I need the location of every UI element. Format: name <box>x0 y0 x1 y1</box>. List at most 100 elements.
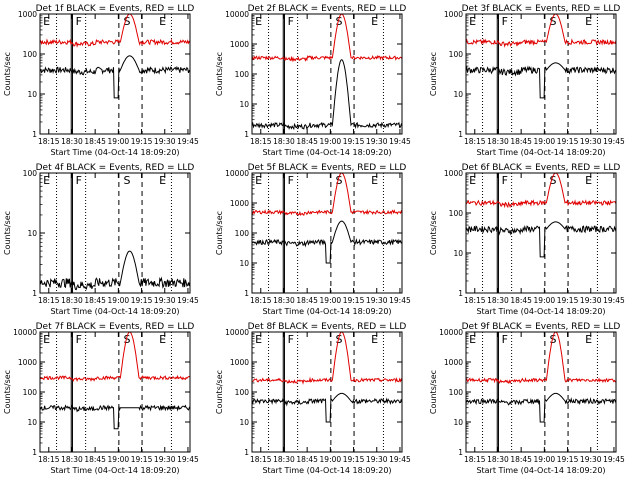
y-tick-label: 1 <box>32 130 37 139</box>
x-axis-label: Start Time (04-Oct-14 18:09:20) <box>476 148 605 157</box>
region-label: E <box>371 174 378 187</box>
x-tick-label: 19:45 <box>389 137 411 146</box>
y-tick-label: 10 <box>239 418 249 427</box>
y-tick-label: 10 <box>453 249 463 258</box>
x-tick-label: 18:45 <box>84 455 106 464</box>
x-tick-label: 19:15 <box>557 296 579 305</box>
region-label: S <box>124 15 131 28</box>
region-label: F <box>502 15 508 28</box>
y-tick-label: 10000 <box>225 10 249 19</box>
x-tick-label: 19:00 <box>108 137 130 146</box>
plot-frame <box>251 172 403 294</box>
region-label: F <box>288 15 294 28</box>
x-tick-label: 19:00 <box>108 455 130 464</box>
x-axis-label: Start Time (04-Oct-14 18:09:20) <box>262 466 391 475</box>
plot-frame <box>465 13 617 135</box>
events-series-line <box>465 62 617 99</box>
panel-title: Det 6f BLACK = Events, RED = LLD <box>462 163 621 173</box>
x-tick-label: 19:45 <box>603 296 625 305</box>
lld-series-line <box>251 13 403 63</box>
panel-title: Det 9f BLACK = Events, RED = LLD <box>462 322 621 332</box>
y-tick-label: 1 <box>32 448 37 457</box>
region-label: E <box>159 15 166 28</box>
region-label: S <box>550 333 557 346</box>
detector-panel: Det 1f BLACK = Events, RED = LLD Counts/s… <box>3 4 199 157</box>
events-series-line <box>251 392 403 423</box>
x-axis-label: Start Time (04-Oct-14 18:09:20) <box>262 148 391 157</box>
y-tick-label: 10000 <box>225 328 249 337</box>
y-tick-label: 10 <box>27 229 37 238</box>
y-tick-label: 100 <box>235 229 250 238</box>
x-tick-label: 19:15 <box>557 455 579 464</box>
y-tick-label: 1000 <box>230 199 249 208</box>
region-label: E <box>255 174 262 187</box>
x-axis-label: Start Time (04-Oct-14 18:09:20) <box>262 307 391 316</box>
lld-series-line <box>39 13 191 48</box>
y-tick-label: 1 <box>244 448 249 457</box>
y-axis-label: Counts/sec <box>429 370 438 414</box>
panel-title: Det 8f BLACK = Events, RED = LLD <box>248 322 407 332</box>
x-tick-label: 19:30 <box>366 137 388 146</box>
lld-series-line <box>251 172 403 217</box>
region-label: E <box>585 333 592 346</box>
panel-title: Det 2f BLACK = Events, RED = LLD <box>248 4 407 14</box>
plot-frame <box>39 331 191 453</box>
region-label: S <box>336 15 343 28</box>
region-label: F <box>288 333 294 346</box>
x-tick-label: 19:15 <box>131 137 153 146</box>
x-axis-label: Start Time (04-Oct-14 18:09:20) <box>50 148 179 157</box>
x-tick-label: 19:45 <box>389 296 411 305</box>
y-tick-label: 100 <box>449 209 464 218</box>
x-tick-label: 18:15 <box>464 455 486 464</box>
x-tick-label: 19:30 <box>154 296 176 305</box>
lld-series-line <box>39 331 191 383</box>
x-tick-label: 19:30 <box>580 137 602 146</box>
detector-panel: Det 9f BLACK = Events, RED = LLD Counts/s… <box>429 322 625 475</box>
y-tick-label: 1 <box>244 289 249 298</box>
panel-title: Det 4f BLACK = Events, RED = LLD <box>36 163 195 173</box>
y-tick-label: 100 <box>235 70 250 79</box>
x-axis-label: Start Time (04-Oct-14 18:09:20) <box>50 466 179 475</box>
x-tick-label: 18:30 <box>487 455 509 464</box>
x-tick-label: 19:00 <box>534 137 556 146</box>
y-tick-label: 10 <box>27 90 37 99</box>
region-label: S <box>550 174 557 187</box>
events-series-line <box>465 392 617 423</box>
region-label: E <box>585 174 592 187</box>
x-tick-label: 18:45 <box>510 296 532 305</box>
x-tick-label: 18:15 <box>250 455 272 464</box>
events-series-line <box>39 55 191 99</box>
y-axis-label: Counts/sec <box>3 370 12 414</box>
y-axis-label: Counts/sec <box>215 52 224 96</box>
region-label: F <box>502 174 508 187</box>
x-tick-label: 18:15 <box>38 296 60 305</box>
x-tick-label: 18:15 <box>464 296 486 305</box>
x-tick-label: 19:30 <box>154 455 176 464</box>
x-tick-label: 19:30 <box>366 455 388 464</box>
y-tick-label: 10000 <box>13 328 37 337</box>
x-tick-label: 19:45 <box>389 455 411 464</box>
y-axis-label: Counts/sec <box>3 52 12 96</box>
y-tick-label: 1000 <box>18 358 37 367</box>
events-series-line <box>251 220 403 264</box>
panel-title: Det 1f BLACK = Events, RED = LLD <box>36 4 195 14</box>
x-tick-label: 18:30 <box>273 455 295 464</box>
detector-panel: Det 4f BLACK = Events, RED = LLD Counts/s… <box>3 163 199 316</box>
x-tick-label: 18:30 <box>273 137 295 146</box>
x-tick-label: 18:45 <box>296 296 318 305</box>
x-tick-label: 19:30 <box>366 296 388 305</box>
region-label: E <box>159 333 166 346</box>
y-tick-label: 1 <box>244 130 249 139</box>
y-tick-label: 10 <box>239 100 249 109</box>
y-axis-label: Counts/sec <box>3 211 12 255</box>
x-tick-label: 19:30 <box>154 137 176 146</box>
x-tick-label: 18:45 <box>84 296 106 305</box>
x-tick-label: 19:15 <box>343 455 365 464</box>
x-tick-label: 18:30 <box>487 296 509 305</box>
region-label: E <box>371 333 378 346</box>
plot-frame <box>465 172 617 294</box>
x-tick-label: 19:15 <box>343 137 365 146</box>
detector-panel: Det 8f BLACK = Events, RED = LLD Counts/s… <box>215 322 411 475</box>
region-label: E <box>469 174 476 187</box>
x-tick-label: 18:45 <box>296 137 318 146</box>
